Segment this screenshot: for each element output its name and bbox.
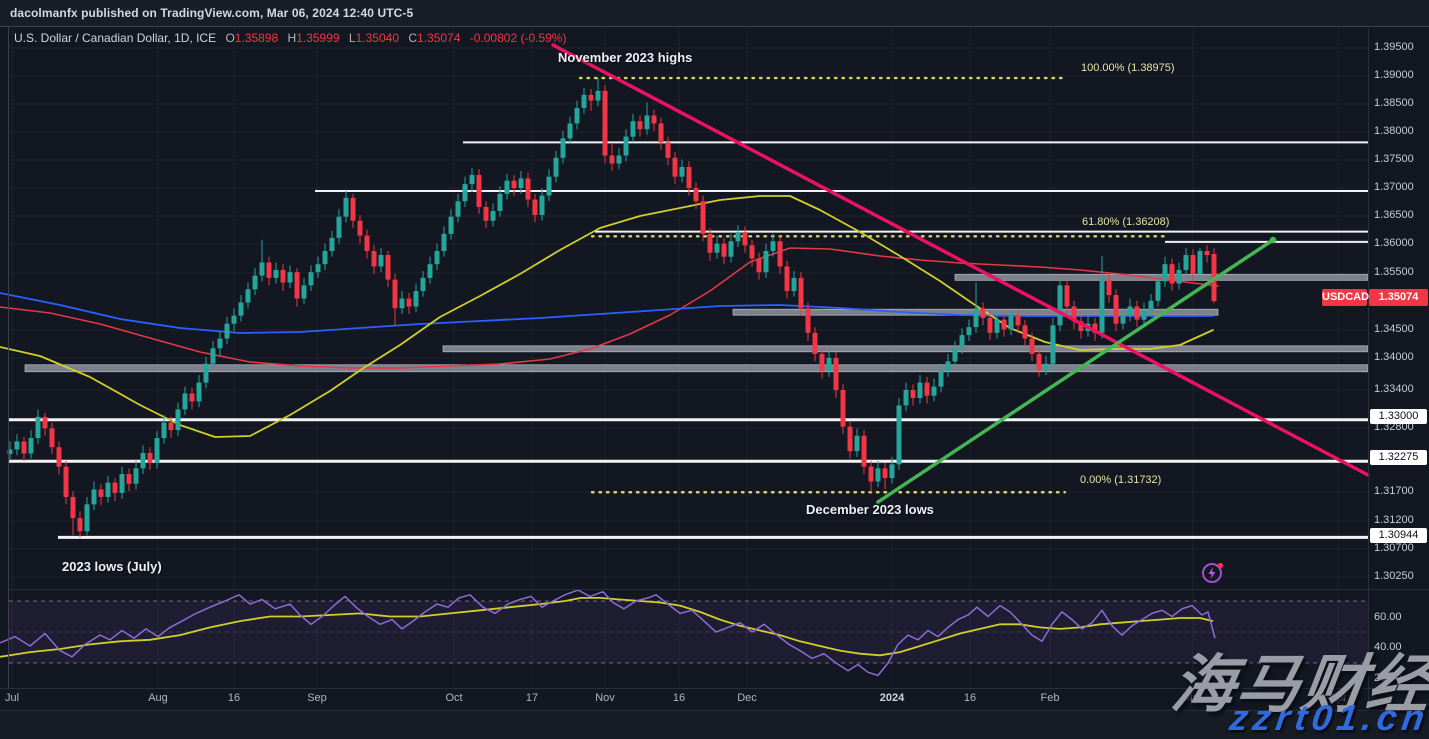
time-axis-label: Nov [595, 692, 615, 704]
time-axis-label: 16 [963, 692, 977, 704]
price-axis-label: 1.36500 [1374, 209, 1414, 221]
price-axis-label: 1.37500 [1374, 153, 1414, 165]
price-axis-label: 1.33400 [1374, 383, 1414, 395]
price-axis-label: 1.36000 [1374, 237, 1414, 249]
time-axis-label: Jul [4, 692, 20, 704]
annotation-december-lows: December 2023 lows [806, 502, 934, 517]
price-axis-label: 1.32800 [1374, 421, 1414, 433]
rsi-axis-label: 20.00 [1374, 672, 1402, 684]
symbol-title: U.S. Dollar / Canadian Dollar, 1D, ICE [14, 31, 217, 45]
price-axis-label: 1.34000 [1374, 351, 1414, 363]
time-axis-label: 16 [227, 692, 241, 704]
open-value: 1.35898 [234, 31, 279, 45]
footer-bar: TradingView [0, 710, 1429, 739]
time-axis-label: Dec [737, 692, 757, 704]
price-axis-label: 1.31200 [1374, 514, 1414, 526]
fib-label-0: 0.00% (1.31732) [1080, 474, 1162, 486]
high-label: H [287, 31, 297, 45]
time-axis-label: Oct [445, 692, 463, 704]
price-axis-label: 1.30250 [1374, 570, 1414, 582]
close-value: 1.35074 [417, 31, 461, 45]
price-axis-label: 1.38000 [1374, 125, 1414, 137]
price-axis-label: 1.34500 [1374, 323, 1414, 335]
open-label: O [225, 31, 235, 45]
price-axis-label: 1.39500 [1374, 41, 1414, 53]
time-axis-label: Feb [1040, 692, 1060, 704]
change-value: -0.00802 (-0.59%) [469, 31, 567, 45]
price-axis-label: 1.30700 [1374, 542, 1414, 554]
time-axis-label: Apr [1329, 692, 1347, 704]
price-axis-label: 1.37000 [1374, 181, 1414, 193]
time-axis-label: Aug [148, 692, 168, 704]
price-line-label: 1.30944 [1370, 528, 1427, 543]
price-axis-label: 1.38500 [1374, 97, 1414, 109]
rsi-axis-label: 60.00 [1374, 611, 1402, 623]
time-axis-label: 17 [525, 692, 539, 704]
low-label: L [348, 31, 356, 45]
time-axis-label: Mar [1183, 692, 1203, 704]
fib-label-100: 100.00% (1.38975) [1081, 62, 1175, 74]
publish-bar: dacolmanfx published on TradingView.com,… [0, 0, 1429, 26]
time-axis-label: 2024 [879, 692, 905, 704]
time-axis-label: Sep [307, 692, 327, 704]
fib-label-618: 61.80% (1.36208) [1082, 216, 1170, 228]
annotation-november-highs: November 2023 highs [558, 50, 693, 65]
boost-flash-icon[interactable] [1200, 559, 1226, 590]
low-value: 1.35040 [355, 31, 399, 45]
publish-text: dacolmanfx published on TradingView.com,… [10, 6, 414, 20]
annotation-july-lows: 2023 lows (July) [62, 559, 162, 574]
price-axis-label: 1.39000 [1374, 69, 1414, 81]
price-axis-label: 1.35500 [1374, 266, 1414, 278]
rsi-axis-label: 40.00 [1374, 641, 1402, 653]
close-label: C [408, 31, 418, 45]
high-value: 1.35999 [296, 31, 340, 45]
price-axis-label: 1.31700 [1374, 485, 1414, 497]
last-price-tag: 1.35074 [1369, 289, 1428, 306]
symbol-legend[interactable]: U.S. Dollar / Canadian Dollar, 1D, ICE O… [14, 31, 566, 45]
price-line-label: 1.33000 [1370, 409, 1427, 424]
time-axis-label: 16 [672, 692, 686, 704]
price-line-label: 1.32275 [1370, 450, 1427, 465]
watermark-url-text: zzrt01.cn [1227, 697, 1429, 738]
symbol-price-tag: USDCAD [1322, 289, 1369, 306]
